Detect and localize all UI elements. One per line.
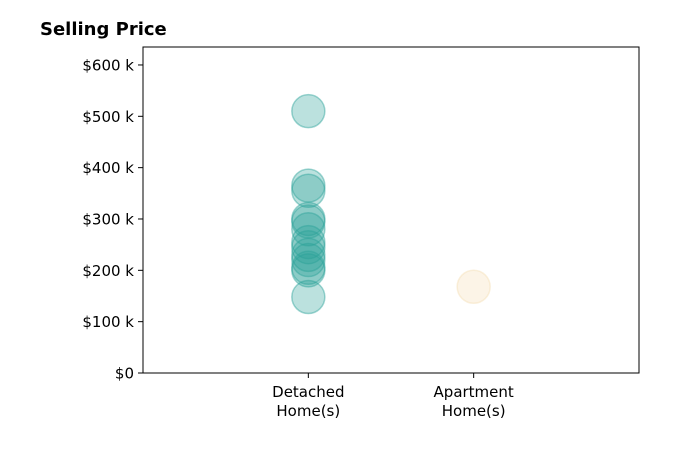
detached-home-point (291, 279, 326, 315)
detached-home-point (291, 229, 326, 265)
x-tick-label-line: Apartment (434, 383, 514, 401)
chart-title: Selling Price (40, 19, 167, 40)
y-axis: $0 $100 k $200 k $300 k $400 k $500 k $600 k (82, 56, 143, 383)
detached-home-point (291, 201, 326, 237)
y-tick-label: $600 k (82, 56, 134, 74)
x-tick-label: Apartment Home(s) (434, 383, 514, 420)
y-tick-label: $100 k (82, 313, 134, 331)
y-tick-label: $500 k (82, 108, 134, 126)
detached-home-point (291, 204, 326, 239)
y-tick-label: $0 (115, 365, 134, 383)
detached-home-point (291, 168, 326, 203)
apartment-home-point (456, 269, 491, 305)
y-tick-label: $200 k (82, 262, 134, 280)
x-axis: Detached Home(s)Apartment Home(s) (272, 373, 514, 420)
x-tick-label-line: Home(s) (276, 402, 340, 420)
y-tick-label: $300 k (82, 210, 134, 228)
detached-home-point (291, 173, 326, 208)
plot-area-frame (142, 46, 640, 374)
detached-home-point (291, 242, 326, 278)
detached-home-point (291, 250, 326, 286)
detached-home-point (291, 212, 326, 247)
x-tick-label-line: Home(s) (442, 402, 506, 420)
detached-home-point (291, 224, 326, 260)
detached-home-point (291, 93, 326, 129)
data-points (291, 93, 491, 315)
y-tick-label: $400 k (82, 159, 134, 177)
detached-home-point (291, 237, 326, 273)
x-tick-label: Detached Home(s) (272, 383, 344, 420)
x-tick-label-line: Detached (272, 383, 344, 401)
detached-home-point (291, 253, 326, 288)
